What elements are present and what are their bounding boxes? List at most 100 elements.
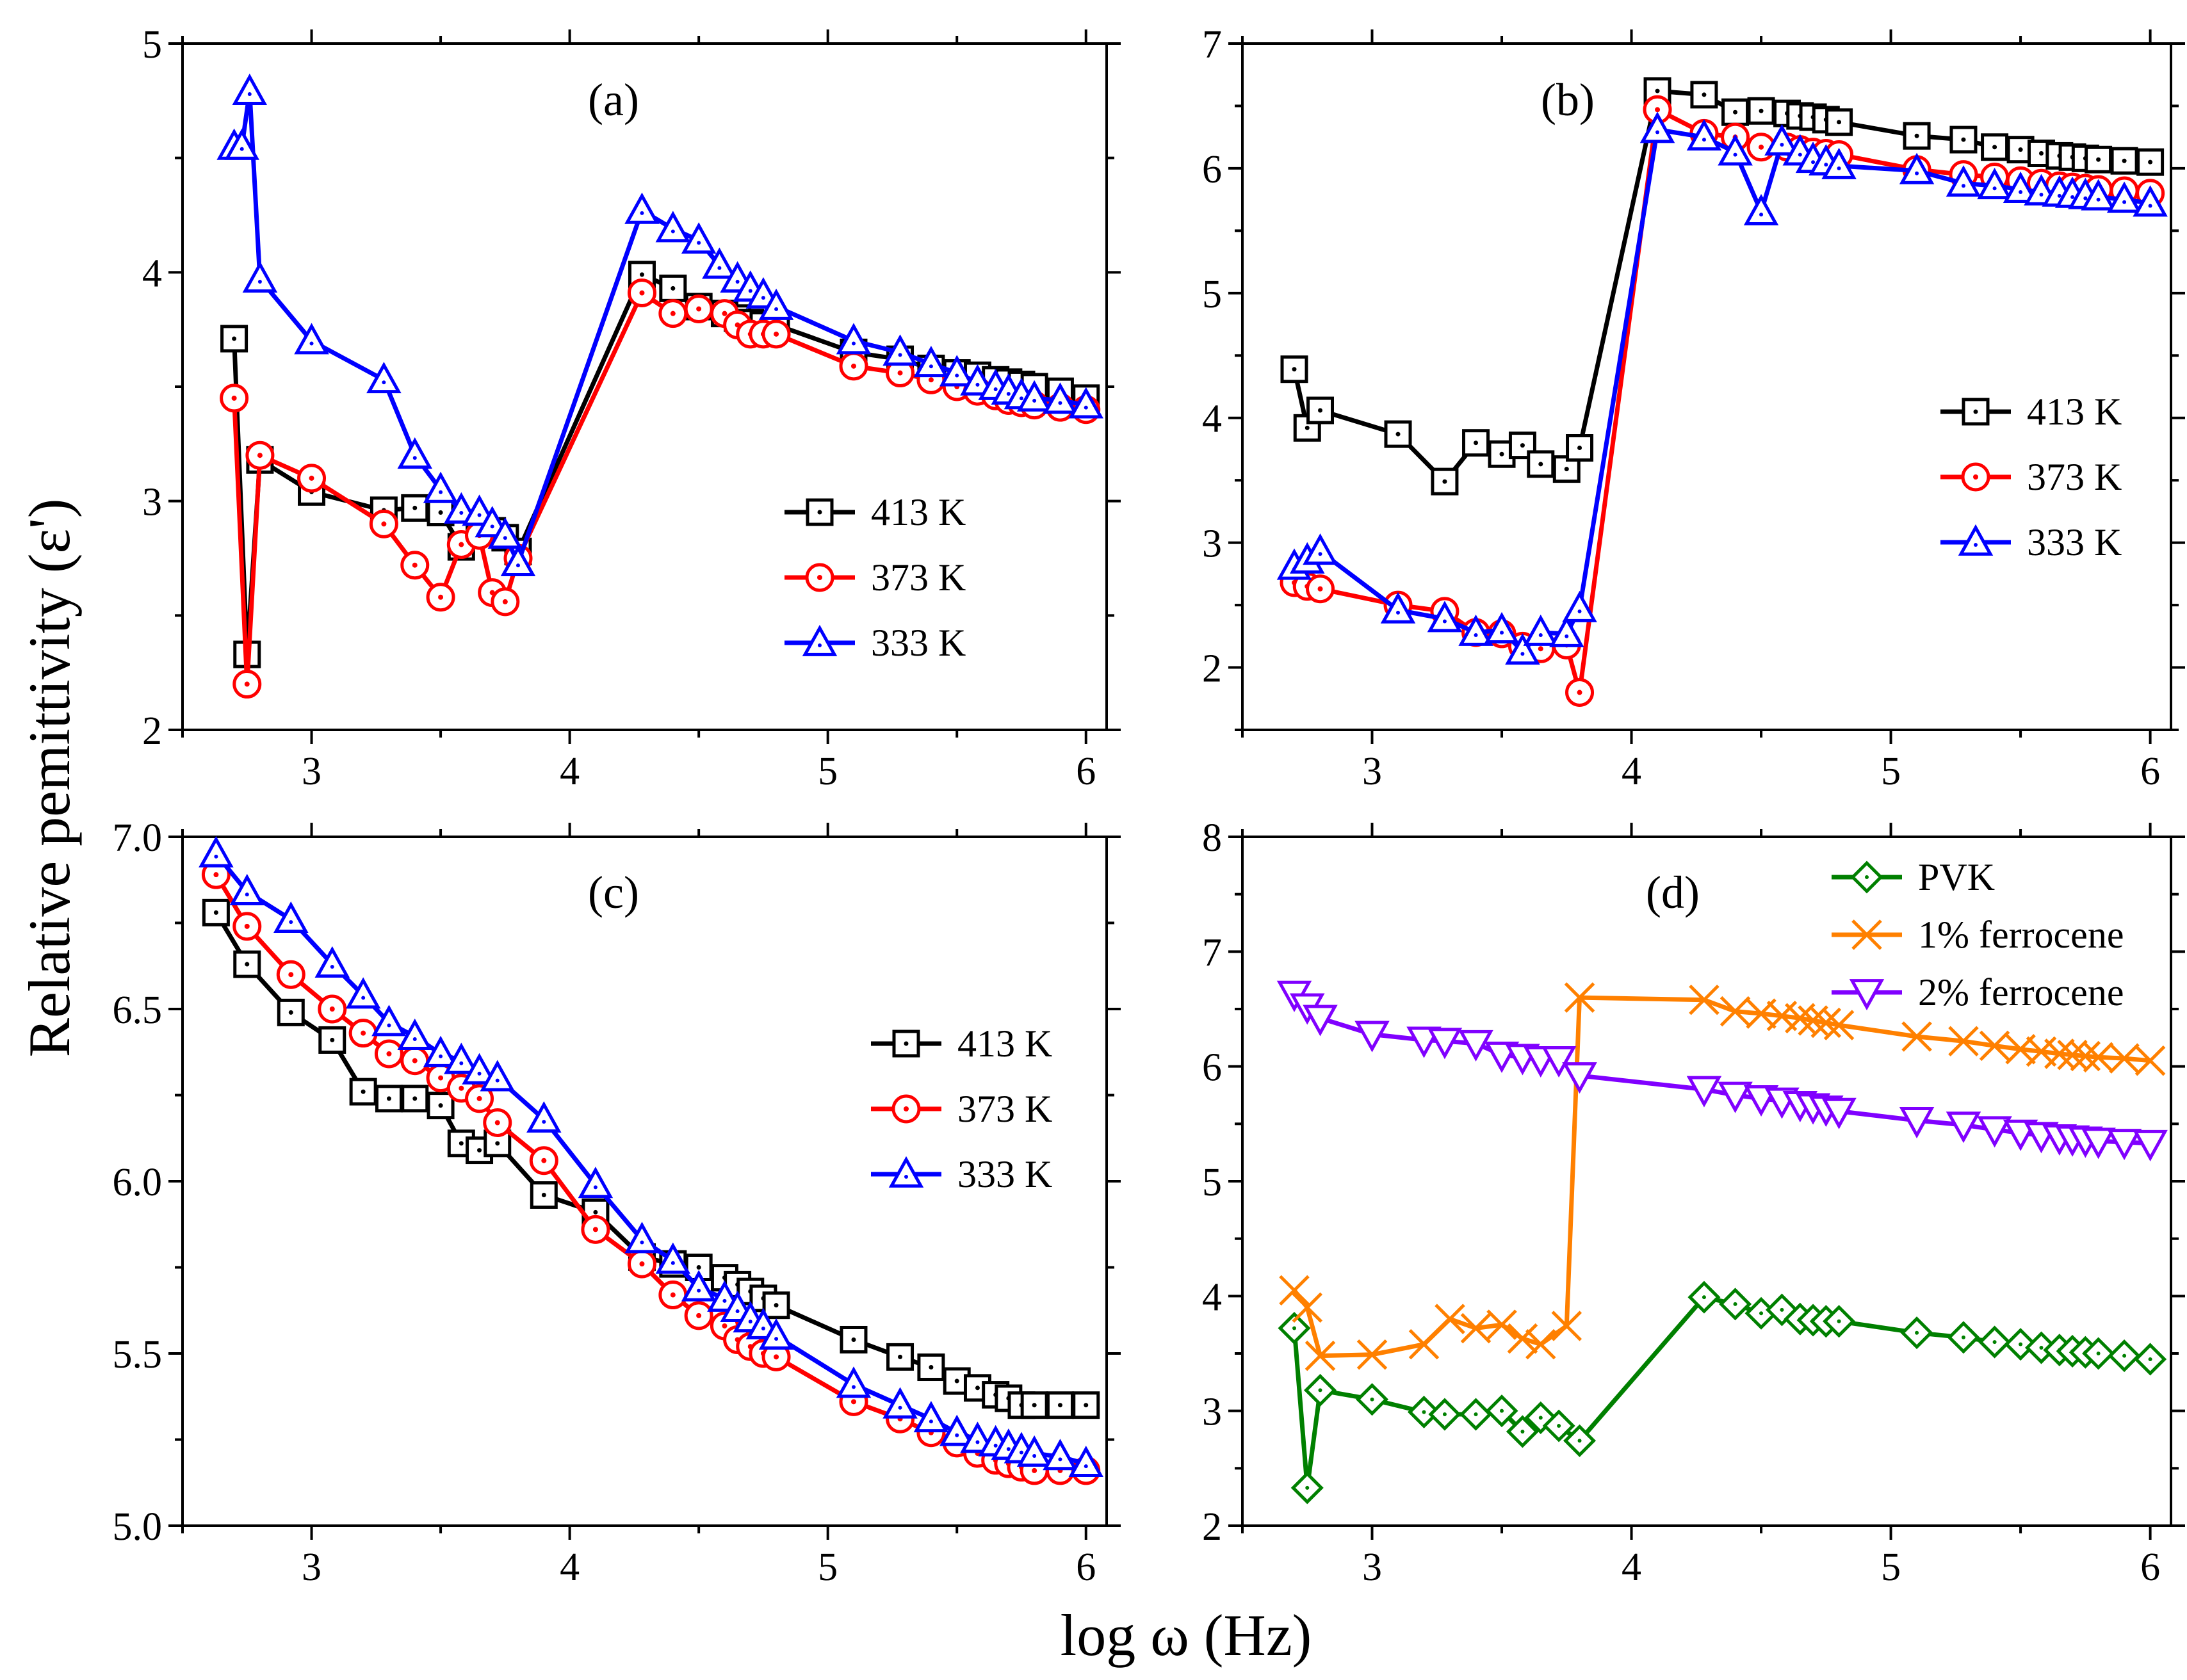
data-point <box>1354 1021 1390 1053</box>
plot-frame <box>1241 42 2172 731</box>
data-point <box>500 544 536 577</box>
data-point <box>427 1092 455 1120</box>
data-point <box>578 1167 614 1199</box>
data-point <box>1408 1329 1440 1360</box>
data-point <box>276 960 305 989</box>
data-point <box>1551 1311 1582 1341</box>
data-point <box>1949 125 1978 154</box>
x-tick-label: 6 <box>1076 750 1096 793</box>
y-tick-label: 5.0 <box>113 1505 163 1549</box>
series-333-k <box>199 836 1104 1478</box>
y-tick-label: 3 <box>142 481 162 524</box>
data-point <box>1462 429 1490 457</box>
legend-marker <box>1961 462 1990 492</box>
data-point <box>294 323 329 355</box>
data-point <box>1016 380 1052 412</box>
data-point <box>2082 1337 2115 1370</box>
data-point <box>1485 1394 1518 1428</box>
y-tick-label: 2 <box>142 709 162 753</box>
data-point <box>1542 1409 1575 1442</box>
data-point <box>1355 1383 1389 1416</box>
data-point <box>1798 1005 1828 1036</box>
panel-label: (c) <box>588 867 639 918</box>
legend-label: 333 K <box>871 622 966 664</box>
legend-item: 1% ferrocene <box>1832 914 2124 956</box>
x-tick-label: 3 <box>302 750 321 793</box>
series-413-k <box>1280 77 2165 496</box>
data-point <box>2003 171 2038 203</box>
legend: 413 K 373 K 333 K <box>1940 391 2122 563</box>
data-point <box>658 299 688 328</box>
data-point <box>1280 355 1308 384</box>
data-point <box>233 950 261 978</box>
data-point <box>1821 1097 1857 1129</box>
data-point <box>1303 1373 1337 1407</box>
x-tick-label: 5 <box>818 1546 838 1589</box>
data-point <box>762 1291 790 1320</box>
data-point <box>655 1242 691 1274</box>
data-point <box>232 73 268 105</box>
data-point <box>1562 1062 1597 1094</box>
data-point <box>1639 111 1675 143</box>
data-point <box>1810 1007 1842 1038</box>
data-point <box>1785 1003 1816 1034</box>
series-line <box>214 911 1086 1408</box>
x-tick-label: 3 <box>1362 750 1382 793</box>
legend-item: 333 K <box>785 622 966 664</box>
data-point <box>1427 601 1463 633</box>
data-point <box>444 1042 479 1074</box>
data-point <box>400 1046 430 1076</box>
data-point <box>1380 592 1416 624</box>
data-point <box>1020 1391 1048 1419</box>
series-pvk <box>1278 1280 2167 1505</box>
data-point <box>913 1401 949 1433</box>
data-point <box>1356 1339 1388 1370</box>
data-point <box>529 1146 558 1175</box>
data-point <box>1527 450 1555 478</box>
y-tick-label: 4 <box>1202 398 1222 441</box>
data-point <box>1686 119 1722 151</box>
data-point <box>1721 98 1750 126</box>
y-tick-label: 5 <box>1202 1161 1222 1204</box>
data-point <box>462 1053 497 1085</box>
data-point <box>840 1325 868 1353</box>
data-point <box>348 1019 378 1048</box>
legend-label: 373 K <box>2027 456 2122 498</box>
y-tick-label: 5 <box>142 23 162 67</box>
data-point <box>1046 1391 1074 1419</box>
data-point <box>913 346 949 378</box>
data-point <box>1278 1312 1311 1345</box>
legend-item: 413 K <box>785 491 966 533</box>
data-point <box>2004 1328 2037 1361</box>
data-point <box>1946 165 1981 197</box>
x-tick-label: 4 <box>560 750 580 793</box>
legend: 413 K 373 K 333 K <box>785 491 966 664</box>
data-point <box>960 364 995 396</box>
data-point <box>1484 611 1520 643</box>
data-point <box>624 192 660 224</box>
data-point <box>2081 179 2116 211</box>
data-point <box>401 1085 429 1113</box>
data-point <box>658 1280 688 1310</box>
legend-label: PVK <box>1918 856 1995 898</box>
data-point <box>2109 1043 2140 1074</box>
legend-item: 373 K <box>1940 456 2122 498</box>
data-point <box>1720 996 1751 1027</box>
data-point <box>1459 1398 1493 1431</box>
data-point <box>487 517 523 549</box>
data-point <box>277 998 305 1026</box>
data-point <box>397 437 433 469</box>
legend-marker <box>1851 919 1882 950</box>
data-point <box>220 384 249 413</box>
data-point <box>224 128 259 160</box>
legend-marker <box>802 624 838 656</box>
data-point <box>1899 1107 1935 1139</box>
x-tick-label: 5 <box>818 750 838 793</box>
data-point <box>659 274 687 302</box>
data-point <box>397 1018 433 1050</box>
data-point <box>2085 145 2113 174</box>
data-point <box>1719 1288 1752 1321</box>
data-point <box>1072 1391 1100 1419</box>
data-point <box>917 1353 945 1382</box>
data-point <box>1384 420 1412 448</box>
